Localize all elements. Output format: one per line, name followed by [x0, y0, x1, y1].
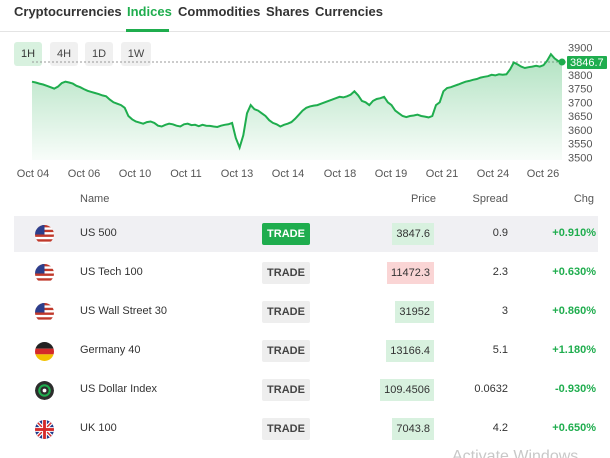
y-tick-label: 3650 — [568, 111, 592, 123]
y-tick-label: 3600 — [568, 125, 592, 137]
column-spread: Spread — [472, 193, 508, 205]
y-tick-label: 3900 — [568, 42, 592, 54]
instrument-row-us-dollar-index[interactable]: US Dollar Index TRADE 109.4506 0.0632 -0… — [14, 372, 598, 408]
column-chg: Chg — [573, 193, 594, 205]
change-value: +0.860% — [552, 305, 596, 317]
spread-value: 0.0632 — [474, 383, 508, 395]
current-price-badge: 3846.7 — [567, 56, 607, 70]
instrument-row-us-wall-street-30[interactable]: US Wall Street 30 TRADE 31952 3 +0.860% — [14, 294, 598, 330]
x-tick-label: Oct 18 — [324, 168, 356, 180]
us-flag-icon — [35, 225, 54, 244]
price-value: 11472.3 — [387, 262, 434, 284]
price-value: 3847.6 — [392, 223, 434, 245]
instrument-name: UK 100 — [80, 422, 117, 434]
x-tick-label: Oct 21 — [426, 168, 458, 180]
timeframe-1h-button[interactable]: 1H — [14, 42, 42, 66]
x-tick-label: Oct 10 — [119, 168, 151, 180]
x-tick-label: Oct 19 — [375, 168, 407, 180]
change-value: +0.650% — [552, 422, 596, 434]
current-price-label: 3846.7 — [570, 57, 604, 69]
column-name: Name — [80, 193, 110, 205]
x-axis: Oct 04 Oct 06 Oct 10 Oct 11 Oct 13 Oct 14 Oct … — [17, 168, 559, 180]
x-tick-label: Oct 13 — [221, 168, 253, 180]
trade-button[interactable]: TRADE — [262, 301, 310, 323]
us-flag-icon — [35, 303, 54, 322]
y-tick-label: 3500 — [568, 152, 592, 164]
change-value: -0.930% — [555, 383, 596, 395]
price-line — [31, 52, 563, 151]
trade-button[interactable]: TRADE — [262, 340, 310, 362]
price-value: 7043.8 — [392, 418, 434, 440]
change-value: +0.630% — [552, 266, 596, 278]
tab-indices[interactable]: Indices — [127, 4, 172, 19]
spread-value: 5.1 — [492, 344, 508, 356]
change-value: +0.910% — [552, 227, 596, 239]
germany-flag-icon — [35, 342, 54, 361]
spread-value: 4.2 — [492, 422, 508, 434]
y-tick-label: 3750 — [568, 84, 592, 96]
category-tabs: Cryptocurrencies Indices Commodities Sha… — [0, 0, 610, 32]
active-tab-indicator — [126, 29, 169, 32]
y-tick-label: 3550 — [568, 139, 592, 151]
spread-value: 3 — [501, 305, 508, 317]
trade-button[interactable]: TRADE — [262, 223, 310, 245]
x-tick-label: Oct 24 — [477, 168, 509, 180]
trade-button[interactable]: TRADE — [262, 418, 310, 440]
x-tick-label: Oct 14 — [272, 168, 304, 180]
instrument-name: US Wall Street 30 — [80, 305, 168, 317]
y-tick-label: 3800 — [568, 70, 592, 82]
instrument-row-uk-100[interactable]: UK 100 TRADE 7043.8 4.2 +0.650% — [14, 411, 598, 447]
table-header: Name Price Spread Chg — [0, 190, 610, 210]
price-value: 13166.4 — [386, 340, 434, 362]
price-chart: 390038503800375037003650360035503500 384… — [17, 42, 607, 180]
trade-button[interactable]: TRADE — [262, 379, 310, 401]
instrument-name: US Dollar Index — [80, 383, 158, 395]
instrument-row-germany-40[interactable]: Germany 40 TRADE 13166.4 5.1 +1.180% — [14, 333, 598, 369]
x-tick-label: Oct 06 — [68, 168, 100, 180]
x-tick-label: Oct 26 — [527, 168, 559, 180]
instrument-row-us-500[interactable]: US 500 TRADE 3847.6 0.9 +0.910% — [14, 216, 598, 252]
us-flag-icon — [35, 264, 54, 283]
y-tick-label: 3700 — [568, 97, 592, 109]
activate-windows-watermark: Activate Windows — [452, 448, 579, 458]
price-value: 109.4506 — [380, 379, 434, 401]
uk-flag-icon — [35, 420, 54, 439]
current-price-dot — [558, 58, 566, 66]
spread-value: 2.3 — [492, 266, 508, 278]
x-tick-label: Oct 04 — [17, 168, 49, 180]
tab-cryptocurrencies[interactable]: Cryptocurrencies — [14, 4, 122, 19]
instrument-row-us-tech-100[interactable]: US Tech 100 TRADE 11472.3 2.3 +0.630% — [14, 255, 598, 291]
x-tick-label: Oct 11 — [170, 168, 202, 180]
price-value: 31952 — [395, 301, 434, 323]
price-area — [32, 54, 562, 161]
tab-currencies[interactable]: Currencies — [315, 4, 383, 19]
tab-shares[interactable]: Shares — [266, 4, 310, 19]
change-value: +1.180% — [552, 344, 596, 356]
spread-value: 0.9 — [492, 227, 508, 239]
dollar-index-icon — [35, 381, 54, 400]
instrument-name: US Tech 100 — [80, 266, 143, 278]
trade-button[interactable]: TRADE — [262, 262, 310, 284]
tab-commodities[interactable]: Commodities — [178, 4, 261, 19]
column-price: Price — [410, 193, 436, 205]
instrument-name: US 500 — [80, 227, 117, 239]
instrument-name: Germany 40 — [80, 344, 141, 356]
